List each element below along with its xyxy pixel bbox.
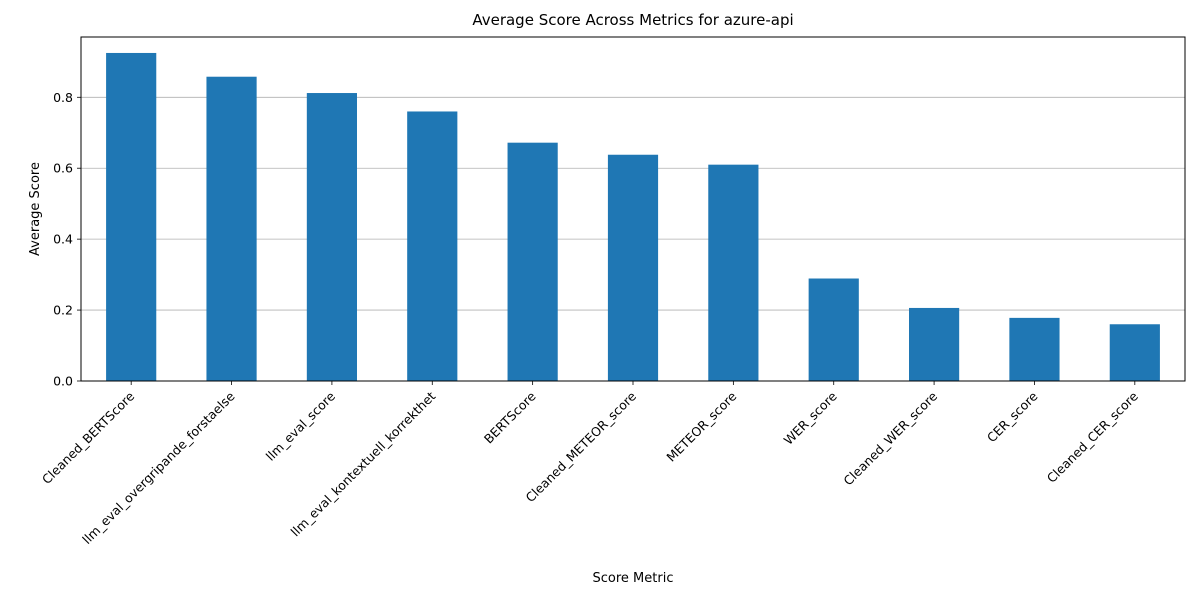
y-tick-label: 0.8 <box>53 90 73 105</box>
x-tick-label: llm_eval_score <box>263 388 338 463</box>
bars <box>106 52 1160 381</box>
bar-bertscore <box>507 142 558 381</box>
x-tick-label: METEOR_score <box>663 388 739 464</box>
x-tick-label: Cleaned_BERTScore <box>39 388 138 487</box>
bar-cleaned-wer-score <box>909 307 960 381</box>
bar-cleaned-meteor-score <box>607 154 659 381</box>
y-axis-ticks: 0.0 0.2 0.4 0.6 0.8 <box>53 90 81 389</box>
x-axis-ticks: Cleaned_BERTScorellm_eval_overgripande_f… <box>39 381 1141 547</box>
y-axis-label: Average Score <box>28 162 43 256</box>
bar-llm-eval-overgripande-forstaelse <box>206 76 257 381</box>
y-tick-label: 0.2 <box>53 303 73 318</box>
x-tick-label: BERTScore <box>481 388 539 446</box>
x-tick-label: CER_score <box>984 388 1041 445</box>
x-tick-label: Cleaned_METEOR_score <box>522 388 639 505</box>
bar-cer-score <box>1009 317 1060 381</box>
y-tick-label: 0.4 <box>53 232 73 247</box>
bar-wer-score <box>808 278 859 381</box>
y-tick-label: 0.6 <box>53 161 73 176</box>
bar-meteor-score <box>708 164 759 381</box>
x-axis-label: Score Metric <box>593 571 674 586</box>
y-tick-label: 0.0 <box>53 374 73 389</box>
x-tick-label: Cleaned_CER_score <box>1044 388 1141 485</box>
bar-llm-eval-kontextuell-korrekthet <box>407 111 458 381</box>
x-tick-label: WER_score <box>781 388 840 447</box>
bar-cleaned-cer-score <box>1109 324 1160 381</box>
x-tick-label: Cleaned_WER_score <box>840 388 940 488</box>
chart-title: Average Score Across Metrics for azure-a… <box>472 11 793 29</box>
bar-cleaned-bertscore <box>106 52 157 381</box>
bar-llm-eval-score <box>306 93 357 381</box>
